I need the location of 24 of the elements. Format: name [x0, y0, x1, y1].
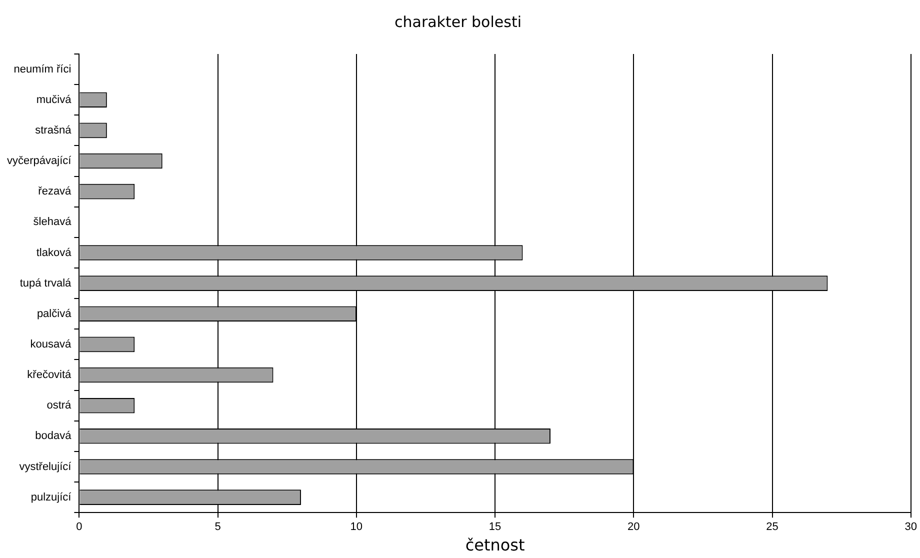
y-tick-label: mučivá — [36, 94, 72, 106]
y-tick-label: vystřelující — [19, 460, 72, 473]
y-tick-label: tlaková — [36, 246, 72, 259]
y-tick-label: neumím říci — [14, 63, 72, 76]
y-tick-label: křečovitá — [27, 369, 72, 382]
x-tick-label: 30 — [904, 521, 918, 534]
x-axis-title: četnost — [465, 536, 525, 555]
y-tick-label: ostrá — [46, 400, 72, 412]
x-tick-label: 25 — [766, 521, 778, 534]
y-tick-label: tupá trvalá — [20, 277, 72, 290]
y-tick-label: řezavá — [38, 186, 72, 198]
y-tick-label: pulzující — [30, 491, 72, 504]
y-tick-label: strašná — [35, 124, 72, 136]
y-tick-label: palčivá — [36, 308, 72, 320]
x-tick-label: 20 — [628, 521, 640, 534]
x-tick-label: 0 — [76, 521, 82, 534]
chart-title: charakter bolesti — [394, 12, 522, 31]
y-tick-label: šlehavá — [33, 216, 72, 228]
x-tick-label: 5 — [214, 521, 221, 534]
y-tick-label: vyčerpávající — [6, 155, 72, 168]
x-tick-label: 10 — [350, 521, 363, 534]
y-tick-label: bodavá — [35, 430, 72, 442]
y-tick-label: kousavá — [30, 338, 72, 350]
x-tick-label: 15 — [488, 521, 502, 534]
